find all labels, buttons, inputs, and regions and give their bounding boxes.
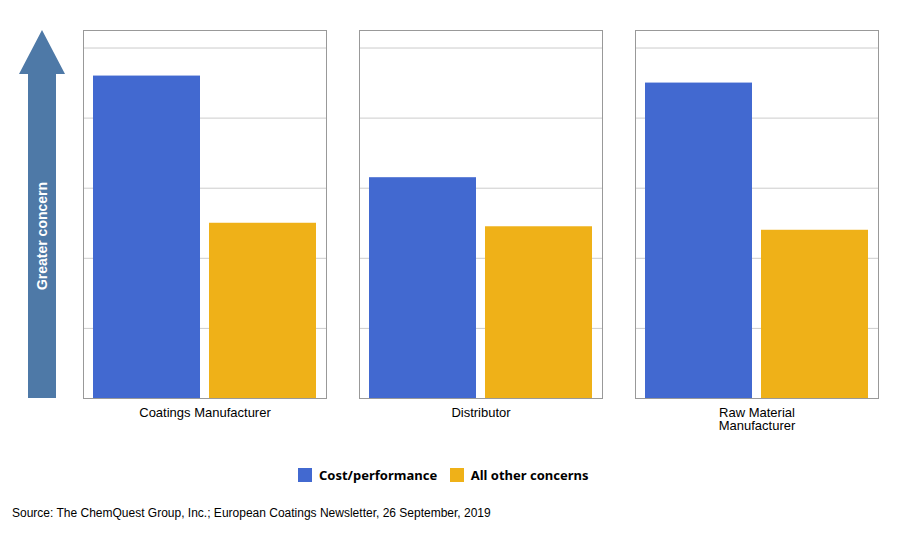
svg-text:Distributor: Distributor — [451, 405, 511, 420]
svg-text:Raw MaterialManufacturer: Raw MaterialManufacturer — [719, 405, 796, 433]
svg-text:Greater concern: Greater concern — [34, 182, 50, 290]
svg-text:Coatings Manufacturer: Coatings Manufacturer — [139, 405, 271, 420]
html-text:Source: The ChemQuest Group, I: Source: The ChemQuest Group, Inc.; Europ… — [12, 505, 491, 520]
html-text:Cost/performance: Cost/performance — [319, 465, 438, 484]
html-text:All other concerns: All other concerns — [470, 465, 589, 484]
